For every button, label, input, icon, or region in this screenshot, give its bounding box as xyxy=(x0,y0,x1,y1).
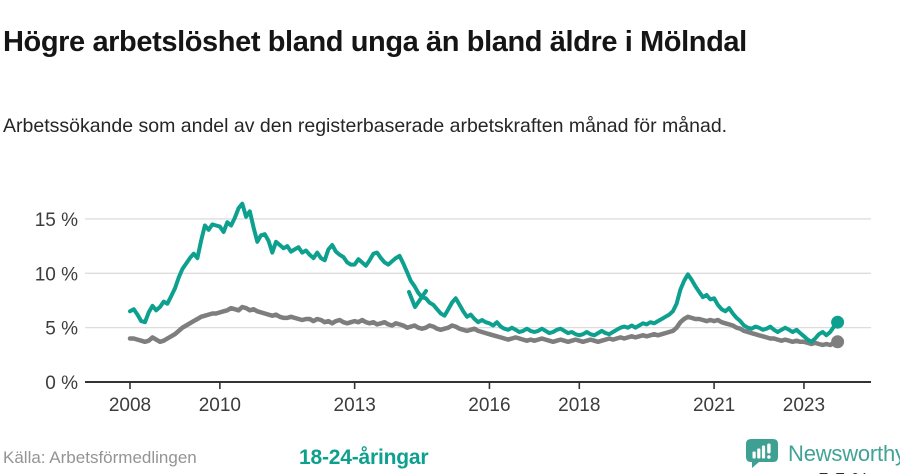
y-axis-label: 15 % xyxy=(35,210,78,231)
chart-title: Högre arbetslöshet bland unga än bland ä… xyxy=(3,26,747,59)
x-axis-label: 2016 xyxy=(468,395,510,416)
series-line-1 xyxy=(127,304,840,348)
newsworthy-icon xyxy=(746,439,778,468)
label-arrow-icon xyxy=(407,289,428,309)
x-axis-label: 2018 xyxy=(558,395,600,416)
chart-subtitle: Arbetssökande som andel av den registerb… xyxy=(3,114,728,137)
series-end-dot-1 xyxy=(831,335,845,349)
y-axis-label: 10 % xyxy=(35,264,78,285)
x-axis-label: 2023 xyxy=(783,395,825,416)
line-chart: 0 % 5 % 10 % 15 % 2008 2010 2013 2016 2018 2021 20… xyxy=(35,201,871,416)
x-axis-label: 2008 xyxy=(109,395,151,416)
series-end-dot-0 xyxy=(831,315,845,329)
source-label: Källa: Arbetsförmedlingen xyxy=(3,448,197,467)
chart-area: 0 % 5 % 10 % 15 % 2008 2010 2013 2016 2018 2021 20… xyxy=(0,180,900,474)
x-axis-label: 2021 xyxy=(693,395,735,416)
x-axis-label: 2010 xyxy=(199,395,241,416)
series-line-0 xyxy=(128,201,840,344)
x-axis-label: 2013 xyxy=(334,395,376,416)
series-label-young: 18-24-åringar xyxy=(299,446,429,469)
newsworthy-wordmark: Newsworthy xyxy=(788,440,900,466)
y-axis-label: 5 % xyxy=(45,319,78,340)
end-value-young: 5,5 % xyxy=(818,470,869,474)
newsworthy-logo: Newsworthy xyxy=(745,438,900,469)
y-axis-label: 0 % xyxy=(45,373,78,394)
